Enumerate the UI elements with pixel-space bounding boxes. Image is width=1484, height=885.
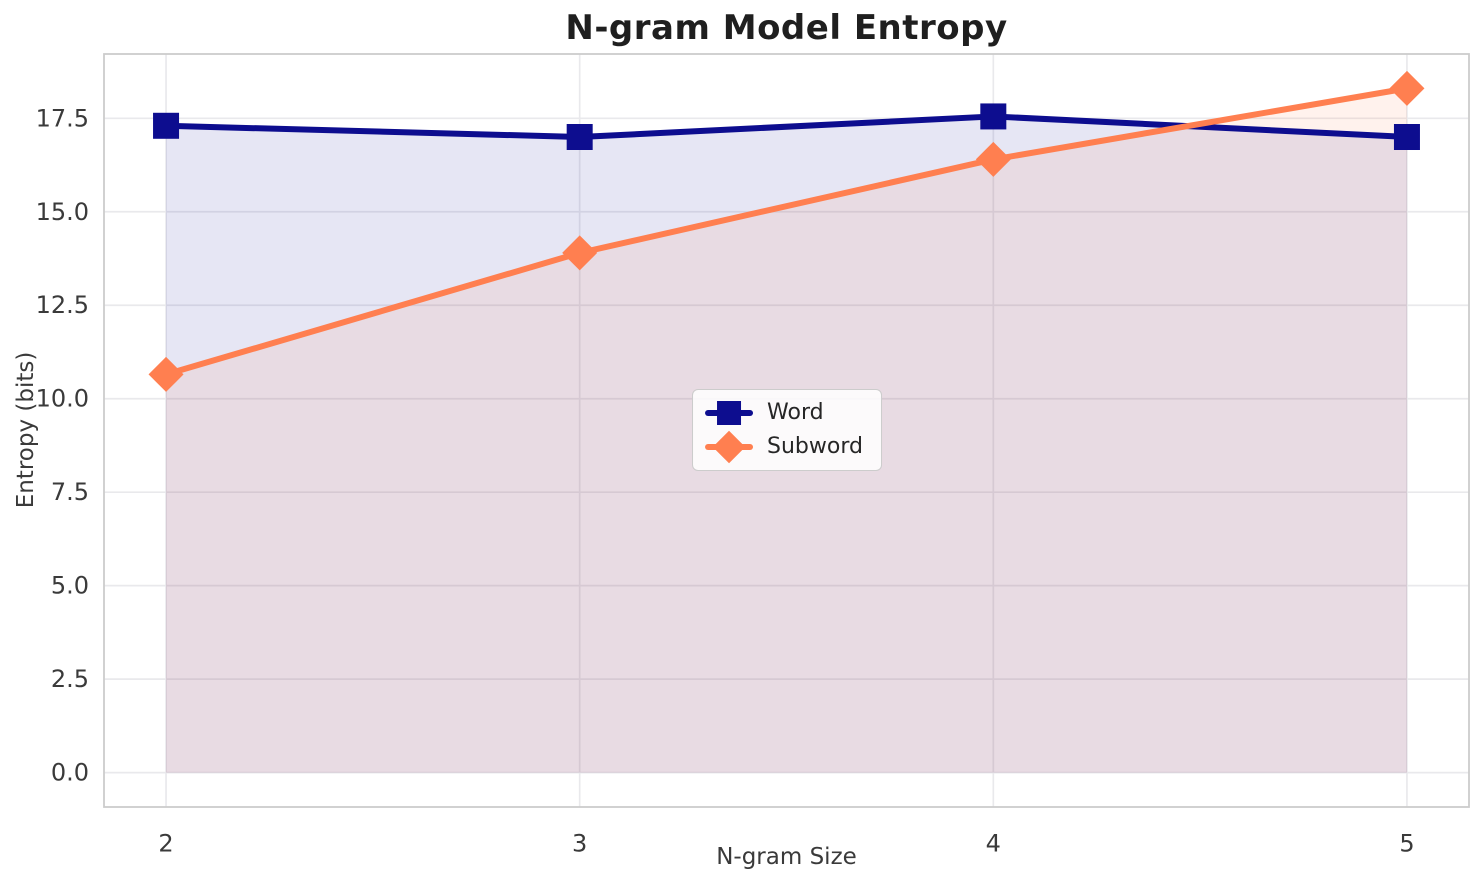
word-marker xyxy=(1393,124,1420,151)
y-tick-label: 15.0 xyxy=(36,198,89,226)
y-tick-label: 10.0 xyxy=(36,385,89,413)
y-tick-label: 5.0 xyxy=(51,572,89,600)
y-axis-label: Entropy (bits) xyxy=(13,351,39,509)
chart-title: N-gram Model Entropy xyxy=(565,8,1008,48)
subword-marker xyxy=(975,141,1011,177)
y-tick-label: 2.5 xyxy=(51,665,89,693)
y-tick-label: 12.5 xyxy=(36,291,89,319)
legend: Word Subword xyxy=(692,389,882,471)
x-tick-label: 4 xyxy=(986,830,1001,858)
legend-item-word: Word xyxy=(705,398,863,428)
legend-label-subword: Subword xyxy=(767,434,863,459)
x-tick-label: 3 xyxy=(572,830,587,858)
subword-marker xyxy=(562,235,598,271)
subword-marker xyxy=(148,356,184,392)
subword-diamond-marker-icon xyxy=(712,430,746,464)
word-square-marker-icon xyxy=(717,401,742,425)
y-tick-label: 0.0 xyxy=(51,759,89,787)
word-series-swatch xyxy=(705,398,754,428)
x-tick-label: 5 xyxy=(1399,830,1414,858)
word-marker xyxy=(153,112,180,139)
word-marker xyxy=(980,103,1007,130)
y-tick-label: 17.5 xyxy=(36,104,89,132)
word-marker xyxy=(566,124,593,151)
subword-marker xyxy=(1389,70,1425,106)
plot-border xyxy=(103,53,1470,808)
x-tick-label: 2 xyxy=(158,830,173,858)
legend-item-subword: Subword xyxy=(705,430,863,464)
subword-series-swatch xyxy=(705,430,754,464)
y-tick-label: 7.5 xyxy=(51,478,89,506)
legend-label-word: Word xyxy=(767,400,824,425)
subword-line xyxy=(163,85,1410,378)
x-axis-label: N-gram Size xyxy=(716,844,857,870)
